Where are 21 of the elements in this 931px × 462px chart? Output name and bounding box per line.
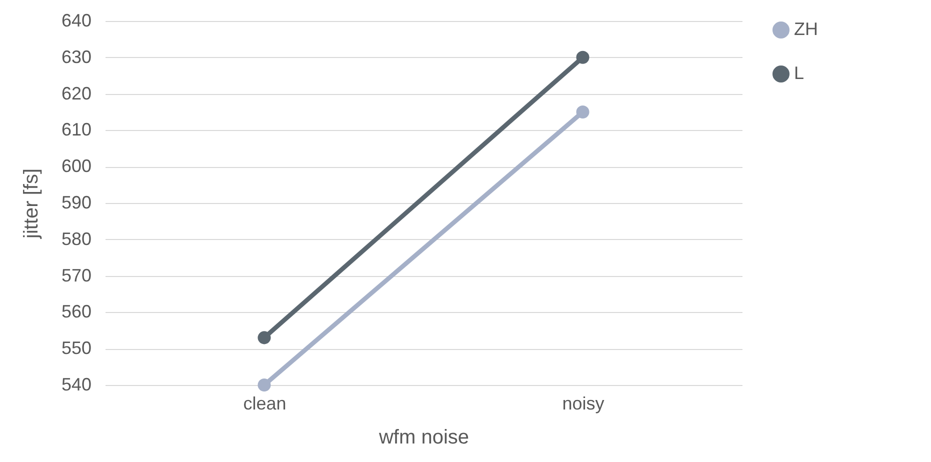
- x-axis-title: wfm noise: [378, 426, 470, 448]
- y-axis-title: jitter [fs]: [20, 168, 42, 240]
- y-tick-label: 600: [61, 156, 92, 176]
- x-tick-label: clean: [243, 394, 286, 414]
- point: [258, 378, 271, 392]
- x-tick-label: noisy: [562, 394, 604, 414]
- legend-label: ZH: [794, 19, 818, 39]
- y-tick-label: 590: [61, 192, 92, 212]
- y-tick-label: 620: [61, 83, 92, 104]
- legend-label: L: [794, 63, 804, 83]
- y-tick-label: 580: [61, 228, 92, 249]
- y-tick-label: 550: [61, 338, 92, 358]
- point: [258, 331, 271, 344]
- y-tick-label: 630: [61, 46, 92, 67]
- y-tick-label: 570: [61, 265, 92, 286]
- point: [576, 50, 590, 64]
- point: [576, 105, 590, 119]
- y-tick-label: 610: [61, 120, 92, 140]
- y-tick-label: 560: [61, 302, 92, 322]
- y-tick-label: 540: [61, 374, 92, 394]
- y-tick-label: 640: [61, 10, 92, 30]
